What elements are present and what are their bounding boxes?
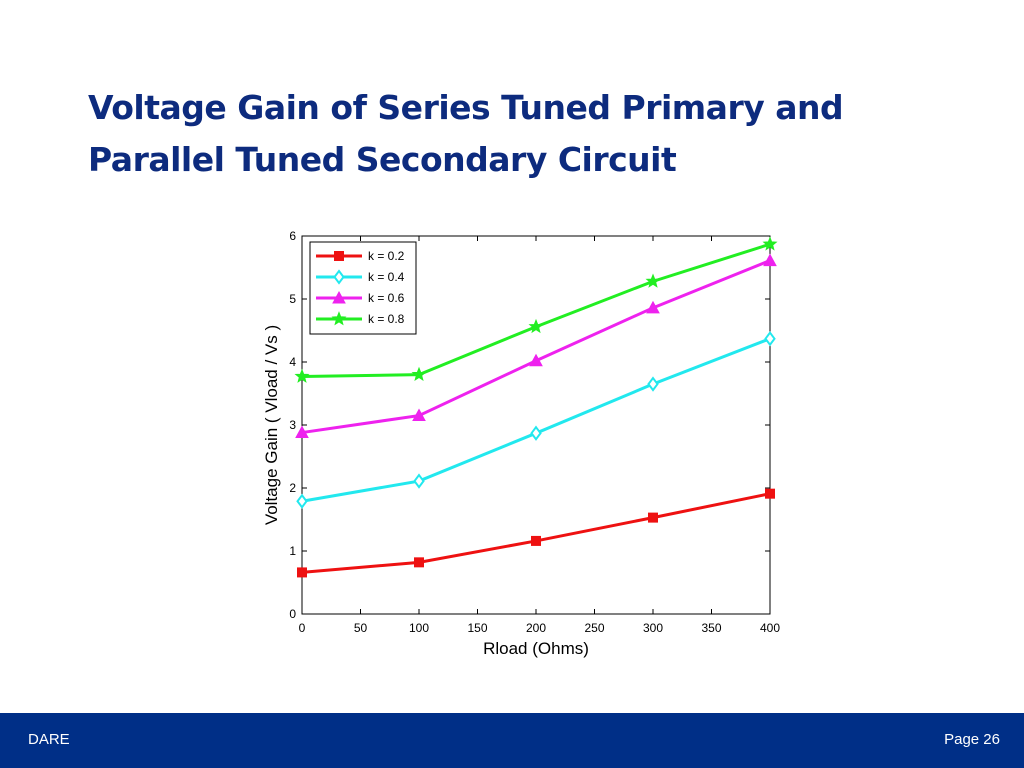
x-tick-label: 200 (526, 621, 546, 635)
data-point (647, 376, 659, 392)
legend-marker (331, 311, 347, 326)
data-point (646, 300, 660, 314)
data-point (645, 273, 661, 288)
data-point (294, 368, 310, 383)
slide-title-line-1: Voltage Gain of Series Tuned Primary and (88, 88, 844, 127)
data-point (530, 425, 542, 441)
data-point (413, 473, 425, 489)
x-tick-label: 50 (354, 621, 368, 635)
y-tick-label: 6 (289, 229, 296, 243)
legend-marker (334, 251, 344, 261)
data-point (297, 567, 307, 578)
x-tick-label: 300 (643, 621, 663, 635)
y-tick-label: 2 (289, 481, 296, 495)
legend-marker (332, 290, 346, 304)
data-point (762, 236, 778, 251)
x-tick-label: 250 (584, 621, 604, 635)
data-point (296, 493, 308, 509)
legend-label: k = 0.2 (368, 249, 405, 263)
slide-title: Voltage Gain of Series Tuned Primary and… (88, 82, 948, 186)
slide-title-line-2: Parallel Tuned Secondary Circuit (88, 140, 677, 179)
data-point (763, 253, 777, 267)
legend-marker (333, 269, 345, 285)
footer-label: DARE (28, 731, 70, 748)
x-tick-label: 150 (467, 621, 487, 635)
data-point (412, 408, 426, 422)
y-tick-label: 3 (289, 418, 296, 432)
data-point (648, 512, 658, 523)
chart-container: 0 50 100 150 200 250 300 350 400 0 1 2 3 4 5 6 Rload (Oh… (255, 222, 795, 667)
data-point (529, 353, 543, 367)
data-point (765, 488, 775, 499)
x-tick-label: 100 (409, 621, 429, 635)
data-point (411, 366, 427, 381)
x-tick-label: 0 (299, 621, 306, 635)
data-point (764, 331, 776, 347)
y-tick-label: 0 (289, 607, 296, 621)
y-tick-label: 1 (289, 544, 296, 558)
footer-bar: DARE Page 26 (0, 713, 1024, 768)
data-point (528, 318, 544, 334)
y-tick-label: 5 (289, 292, 296, 306)
chart-svg: 0 50 100 150 200 250 300 350 400 0 1 2 3 4 5 6 Rload (Oh… (262, 229, 780, 658)
data-point (295, 425, 309, 439)
data-point (531, 535, 541, 546)
data-point (414, 557, 424, 568)
y-tick-label: 4 (289, 355, 296, 369)
y-axis-label: Voltage Gain ( Vload / Vs ) (262, 325, 281, 525)
legend-label: k = 0.8 (368, 312, 405, 326)
x-axis-label: Rload (Ohms) (483, 639, 589, 658)
page-number: Page 26 (944, 731, 1000, 748)
legend-label: k = 0.6 (368, 291, 405, 305)
x-tick-label: 400 (760, 621, 780, 635)
legend-label: k = 0.4 (368, 270, 405, 284)
x-tick-label: 350 (701, 621, 721, 635)
